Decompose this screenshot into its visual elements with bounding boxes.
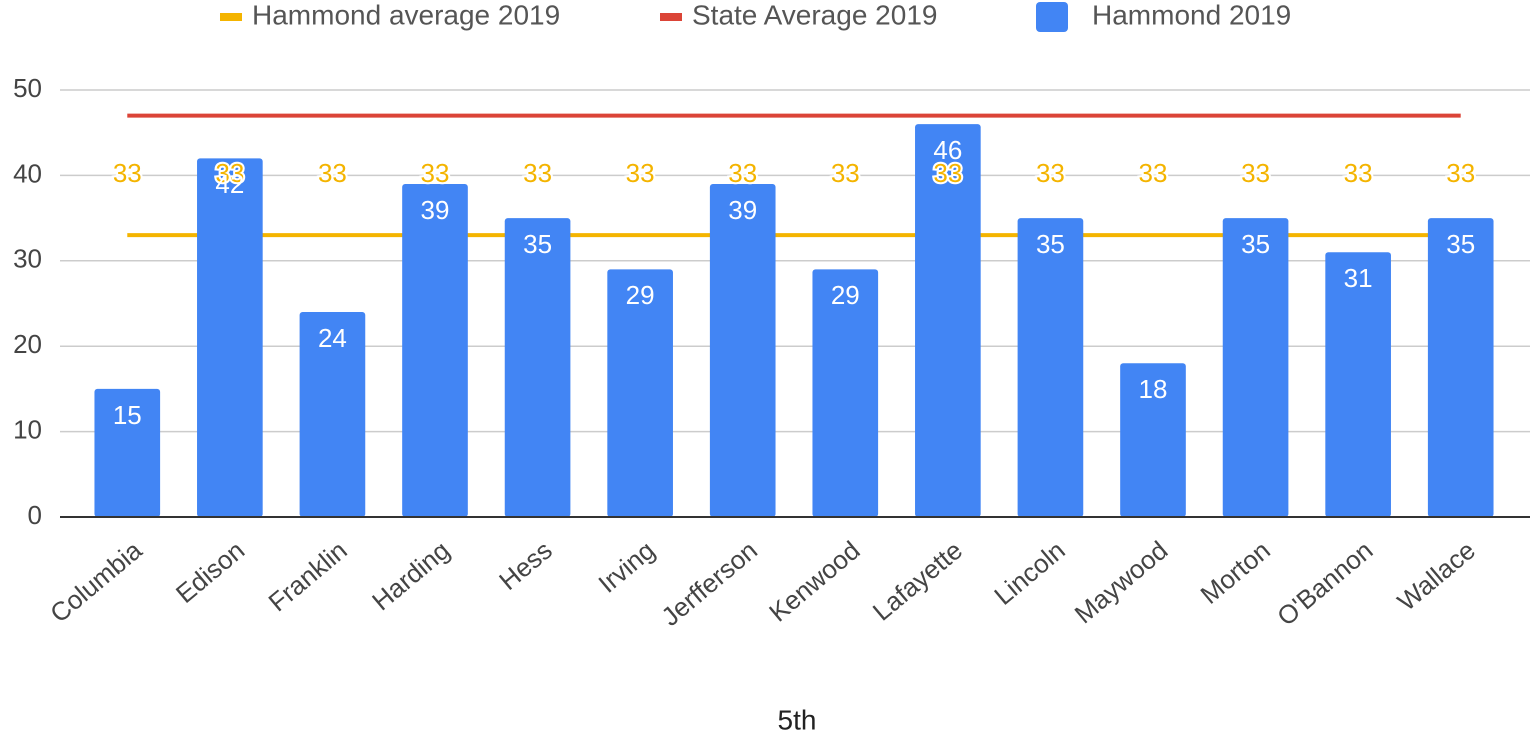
- y-tick-label: 0: [28, 500, 42, 530]
- data-label: 33: [113, 158, 142, 188]
- legend-swatch: [220, 13, 242, 21]
- data-label: 18: [1139, 374, 1168, 404]
- data-label: 33: [318, 158, 347, 188]
- y-tick-label: 30: [13, 244, 42, 274]
- y-tick-label: 50: [13, 73, 42, 103]
- data-label: 35: [523, 229, 552, 259]
- data-label: 15: [113, 400, 142, 430]
- legend-label: Hammond 2019: [1092, 0, 1291, 30]
- x-tick-label: Irving: [592, 535, 660, 599]
- legend-swatch: [1036, 2, 1068, 32]
- x-tick-label: Harding: [366, 535, 455, 617]
- data-label: 39: [728, 195, 757, 225]
- data-label: 24: [318, 323, 347, 353]
- data-label: 33: [1241, 158, 1270, 188]
- bar: [1017, 218, 1084, 517]
- data-label: 33: [1036, 158, 1065, 188]
- x-tick-label: Morton: [1195, 535, 1276, 610]
- data-label: 33: [1139, 158, 1168, 188]
- data-label: 33: [831, 158, 860, 188]
- x-tick-label: Columbia: [44, 535, 148, 629]
- x-tick-label: Hess: [493, 535, 558, 596]
- y-tick-label: 10: [13, 414, 42, 444]
- data-label: 33: [421, 158, 450, 188]
- data-label: 35: [1036, 229, 1065, 259]
- bar: [812, 269, 879, 517]
- data-label: 33: [215, 158, 244, 188]
- data-label: 42: [215, 169, 244, 199]
- bar: [1222, 218, 1289, 517]
- x-tick-label: Lincoln: [988, 535, 1070, 611]
- x-tick-label: Kenwood: [763, 535, 865, 628]
- bar: [402, 183, 468, 517]
- bar: [94, 388, 161, 517]
- bar: [709, 183, 776, 517]
- bar: [299, 312, 366, 517]
- data-label: 35: [1446, 229, 1475, 259]
- bar: [607, 269, 673, 517]
- legend-label: State Average 2019: [692, 0, 937, 30]
- x-tick-label: Jerfferson: [656, 535, 763, 632]
- bar: [915, 124, 981, 517]
- y-tick-label: 40: [13, 158, 42, 188]
- data-label: 33: [1446, 158, 1475, 188]
- x-tick-label: Franklin: [263, 535, 353, 617]
- data-label: 33: [523, 158, 552, 188]
- bar: [1325, 252, 1391, 517]
- data-label: 33: [1344, 158, 1373, 188]
- x-axis-title: 5th: [778, 704, 817, 735]
- x-tick-label: O'Bannon: [1271, 535, 1378, 632]
- x-tick-label: Lafayette: [867, 535, 968, 627]
- bar: [1120, 363, 1186, 517]
- data-label: 33: [728, 158, 757, 188]
- bar: [1427, 218, 1494, 517]
- legend-swatch: [660, 13, 682, 21]
- data-label: 31: [1344, 263, 1373, 293]
- data-label: 46: [933, 135, 962, 165]
- x-tick-label: Edison: [170, 535, 250, 609]
- data-label: 29: [831, 280, 860, 310]
- data-label: 29: [626, 280, 655, 310]
- data-label: 35: [1241, 229, 1270, 259]
- x-tick-label: Maywood: [1069, 535, 1174, 630]
- bar: [504, 218, 571, 517]
- bar: [197, 158, 263, 517]
- data-label: 33: [626, 158, 655, 188]
- data-label: 39: [421, 195, 450, 225]
- legend-label: Hammond average 2019: [252, 0, 560, 30]
- y-tick-label: 20: [13, 329, 42, 359]
- x-tick-label: Wallace: [1392, 535, 1481, 617]
- data-label: 33: [933, 158, 962, 188]
